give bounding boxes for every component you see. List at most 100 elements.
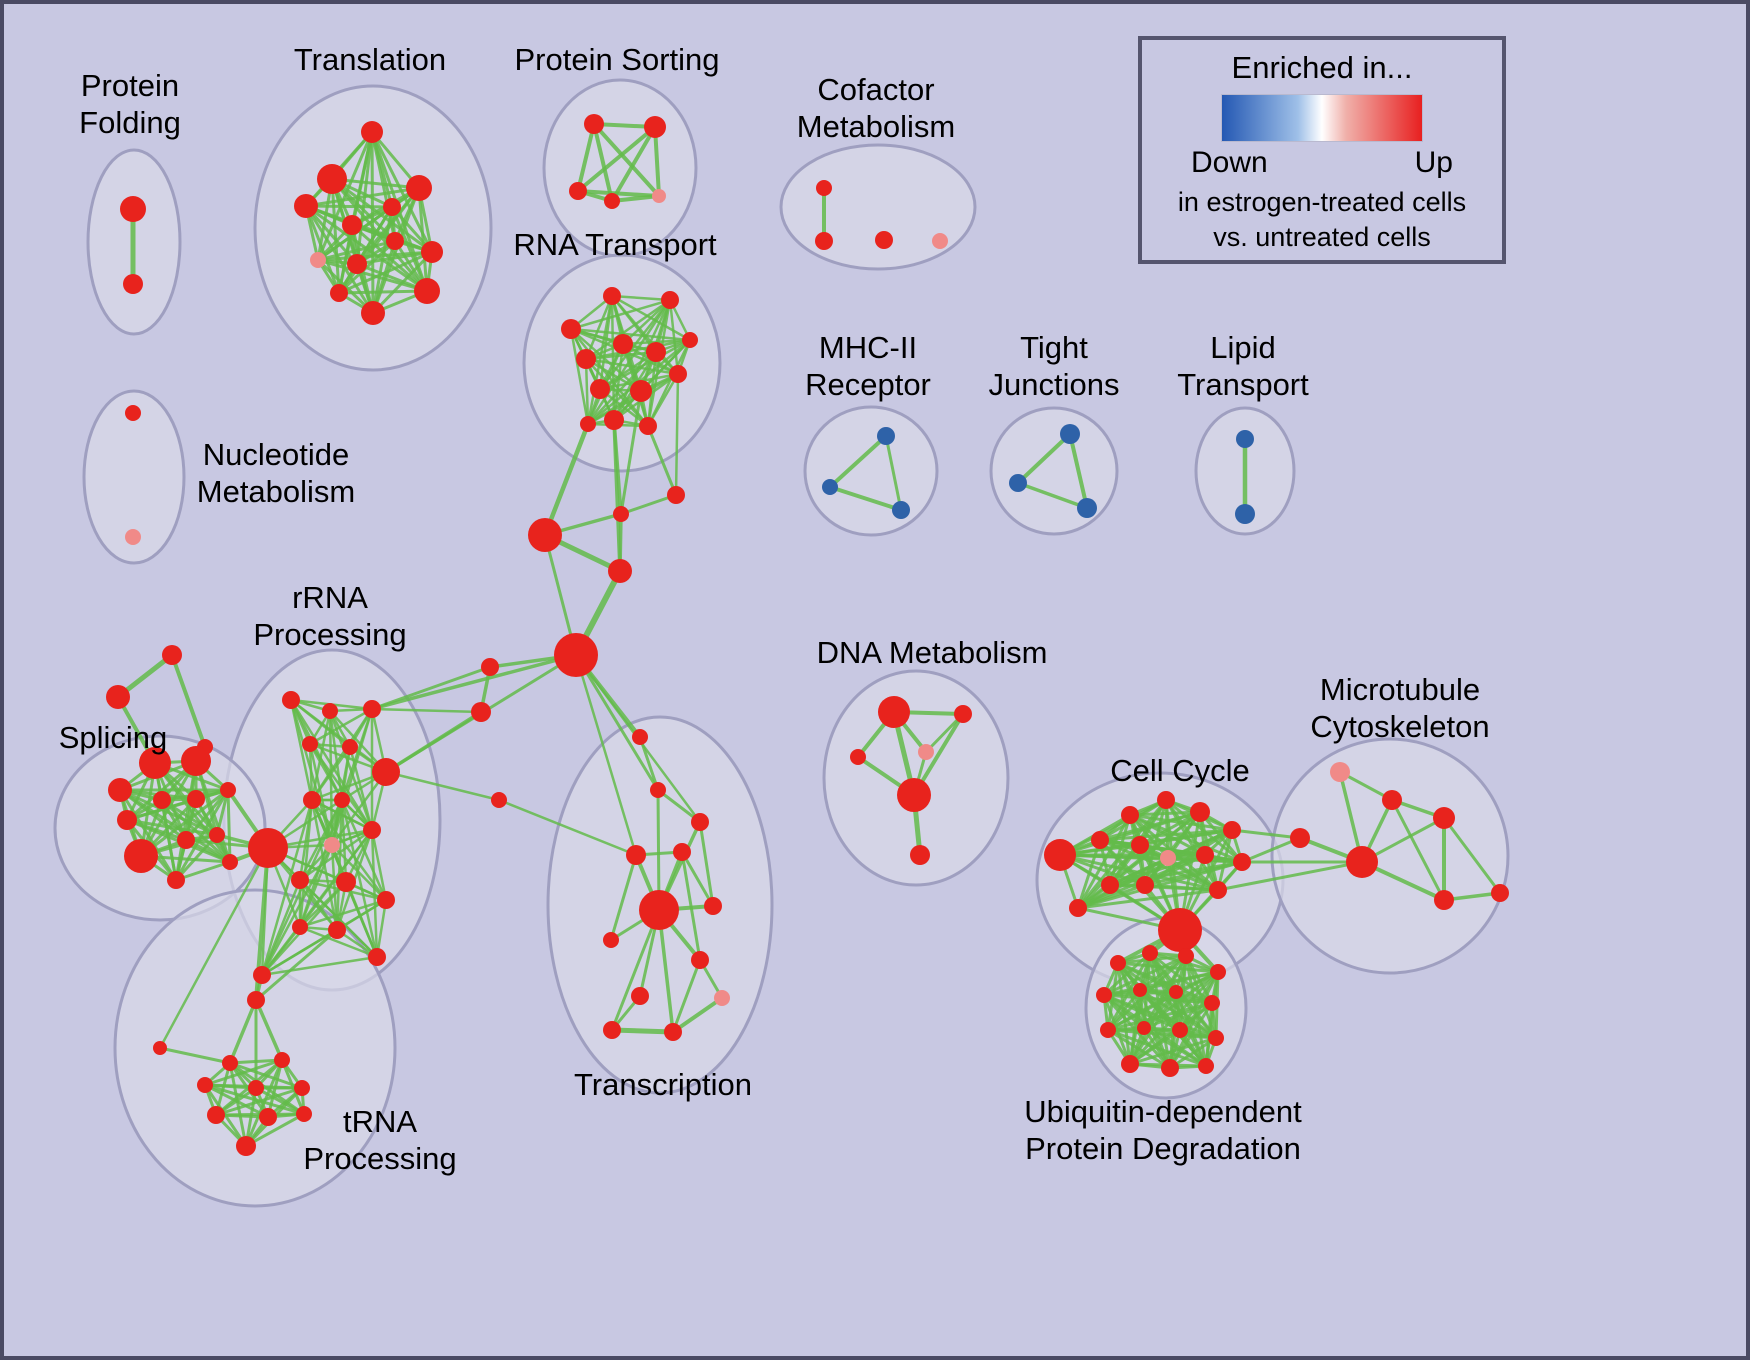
node-u11 [1172, 1022, 1188, 1038]
node-pf1 [120, 196, 146, 222]
node-x5 [673, 843, 691, 861]
edge-cc3-cc15 [1076, 798, 1168, 910]
node-cc14 [1209, 881, 1227, 899]
node-s3 [181, 746, 211, 776]
node-t8 [310, 252, 326, 268]
node-tj3 [1077, 498, 1097, 518]
node-u6 [1133, 983, 1147, 997]
edge-u6-u9 [1106, 988, 1142, 1032]
node-t1 [361, 121, 383, 143]
edge-u12-u13 [1128, 1036, 1218, 1066]
edge-rr3-rr4 [308, 707, 374, 746]
node-nm1 [125, 405, 141, 421]
node-x7 [704, 897, 722, 915]
node-cc7 [1131, 836, 1149, 854]
node-m2 [822, 479, 838, 495]
edge-tr6-tr10 [254, 1086, 306, 1116]
cluster-ellipse-nucleotide-metabolism [82, 389, 186, 565]
edge-tr7-tr8 [214, 1086, 304, 1117]
node-u8 [1204, 995, 1220, 1011]
node-tr5 [197, 1077, 213, 1093]
node-t5 [342, 215, 362, 235]
node-u4 [1210, 964, 1226, 980]
node-mc2 [1382, 790, 1402, 810]
node-ps5 [652, 189, 666, 203]
edge-r1-r3 [569, 298, 672, 331]
node-d1 [878, 696, 910, 728]
edge-rr11-rr14 [370, 828, 388, 902]
edge-m1-m3 [884, 434, 903, 512]
node-s6 [187, 790, 205, 808]
node-rr2 [322, 703, 338, 719]
node-cc3 [1157, 791, 1175, 809]
edge-u2-u5 [1102, 951, 1152, 997]
edge-u8-u10 [1142, 1001, 1214, 1030]
edge-rr10-rr14 [330, 843, 388, 902]
node-t3 [294, 194, 318, 218]
cluster-label-mhc-ii-receptor: MHC-II Receptor [805, 330, 931, 402]
node-cc5 [1223, 821, 1241, 839]
node-x2 [650, 782, 666, 798]
edge-u5-u8 [1102, 993, 1214, 1005]
node-x4 [626, 845, 646, 865]
node-s2 [139, 747, 171, 779]
edge-tr1-rr15 [254, 928, 339, 1002]
edge-rr9-rr18 [340, 798, 379, 959]
node-cm4 [932, 233, 948, 249]
cluster-label-nucleotide-metabolism: Nucleotide Metabolism [197, 437, 356, 509]
edge-rr14-rr16 [298, 898, 388, 929]
edge-r3-r5 [621, 298, 672, 346]
node-r2 [603, 287, 621, 305]
cluster-ellipse-microtubule-cytoskeleton [1270, 737, 1510, 975]
edge-cc4-cc7 [1138, 810, 1202, 847]
node-r11 [639, 417, 657, 435]
node-d2 [954, 705, 972, 723]
node-cc1 [1044, 839, 1076, 871]
edge-t7-t8 [316, 250, 434, 262]
node-rr3 [363, 700, 381, 718]
node-c2 [613, 506, 629, 522]
node-t13 [383, 198, 401, 216]
cluster-label-splicing: Splicing [59, 720, 168, 755]
edge-s7-s11 [174, 788, 230, 882]
edge-rr14-rr18 [375, 898, 388, 959]
node-t11 [361, 301, 385, 325]
edge-cc6-cc14 [1098, 838, 1220, 892]
cluster-label-translation: Translation [294, 42, 446, 77]
edge-t7-t12 [337, 250, 434, 295]
node-s9 [177, 831, 195, 849]
node-rr17 [253, 966, 271, 984]
node-tr3 [222, 1055, 238, 1071]
edge-tj1-tj3 [1068, 432, 1089, 510]
node-tj1 [1060, 424, 1080, 444]
node-u15 [1198, 1058, 1214, 1074]
edge-u7-u9 [1106, 990, 1178, 1032]
edge-r2-r4 [584, 294, 614, 361]
edge-x4-x8 [609, 853, 638, 942]
cluster-ellipse-cofactor-metabolism [779, 143, 977, 271]
edge-tr2-rr7 [158, 846, 270, 1050]
edge-s5-s12 [160, 798, 232, 864]
node-mc8 [1491, 884, 1509, 902]
node-mc4 [1290, 828, 1310, 848]
edge-x9-x13 [671, 958, 702, 1034]
edge-ps2-ps3 [576, 125, 657, 193]
edge-x11-x13 [671, 996, 724, 1034]
edge-x1-x2 [638, 735, 660, 792]
edge-rr3-rr10 [330, 707, 374, 847]
edge-x5-x7 [680, 850, 715, 908]
node-c1 [667, 486, 685, 504]
cluster-ellipse-mhc-ii-receptor [803, 405, 939, 537]
node-t9 [347, 254, 367, 274]
node-s7 [220, 782, 236, 798]
edge-t1-t13 [370, 130, 394, 209]
edge-t8-t10 [316, 258, 429, 293]
edge-t2-t12 [330, 177, 341, 295]
cluster-ellipse-tight-junctions [989, 406, 1119, 536]
edge-mc4-cc10 [1240, 836, 1302, 864]
edge-t8-t11 [316, 258, 375, 315]
node-u12 [1208, 1030, 1224, 1046]
node-tr9 [259, 1108, 277, 1126]
node-rr1 [282, 691, 300, 709]
